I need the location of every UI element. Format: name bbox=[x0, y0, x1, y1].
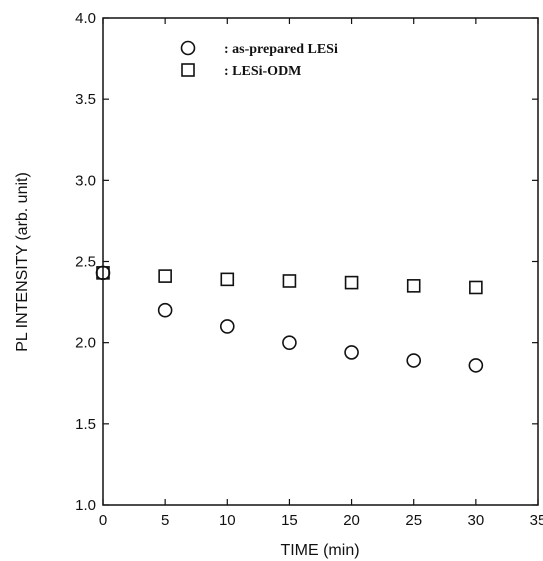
legend-circle-marker bbox=[180, 40, 196, 56]
data-point-circle bbox=[344, 345, 359, 360]
data-point-square bbox=[406, 279, 421, 293]
y-axis-ticks: 1.0 1.5 2.0 2.5 3.0 3.5 4.0 bbox=[75, 10, 538, 514]
data-point-square bbox=[469, 280, 483, 295]
legend-square-marker bbox=[181, 63, 195, 77]
y-tick-label: 1.5 bbox=[75, 416, 96, 433]
x-tick-label: 25 bbox=[405, 512, 422, 529]
x-tick-label: 20 bbox=[343, 512, 360, 529]
legend: : as-prepared LESi : LESi-ODM bbox=[180, 40, 338, 79]
y-tick-label: 3.5 bbox=[75, 91, 96, 108]
x-tick-label: 0 bbox=[99, 512, 107, 529]
x-tick-label: 5 bbox=[161, 512, 169, 529]
x-tick-label: 15 bbox=[281, 512, 298, 529]
legend-label: : LESi-ODM bbox=[224, 64, 301, 79]
x-axis-title: TIME (min) bbox=[280, 542, 359, 559]
data-point-square bbox=[220, 272, 235, 287]
x-tick-label: 10 bbox=[219, 512, 236, 529]
legend-label: : as-prepared LESi bbox=[224, 42, 338, 57]
x-tick-label: 30 bbox=[468, 512, 485, 529]
data-point-circle bbox=[468, 358, 484, 373]
y-axis-title: PL INTENSITY (arb. unit) bbox=[14, 172, 31, 352]
data-point-circle bbox=[157, 302, 173, 318]
x-tick-label: 35 bbox=[530, 512, 543, 529]
data-point-square bbox=[96, 266, 110, 280]
plot-frame bbox=[102, 17, 539, 506]
data-point-circle bbox=[219, 319, 235, 334]
y-tick-label: 4.0 bbox=[75, 10, 96, 27]
data-points bbox=[95, 265, 484, 373]
y-tick-label: 3.0 bbox=[75, 172, 96, 189]
y-tick-label: 2.0 bbox=[75, 335, 96, 352]
data-point-square bbox=[158, 269, 172, 283]
y-tick-label: 2.5 bbox=[75, 254, 96, 271]
x-axis-ticks: 0 5 10 15 20 25 30 35 bbox=[99, 18, 543, 529]
data-point-circle bbox=[282, 335, 297, 350]
data-point-square bbox=[282, 274, 297, 288]
y-tick-label: 1.0 bbox=[75, 497, 96, 514]
data-point-circle bbox=[406, 353, 422, 368]
data-point-square bbox=[344, 275, 359, 290]
